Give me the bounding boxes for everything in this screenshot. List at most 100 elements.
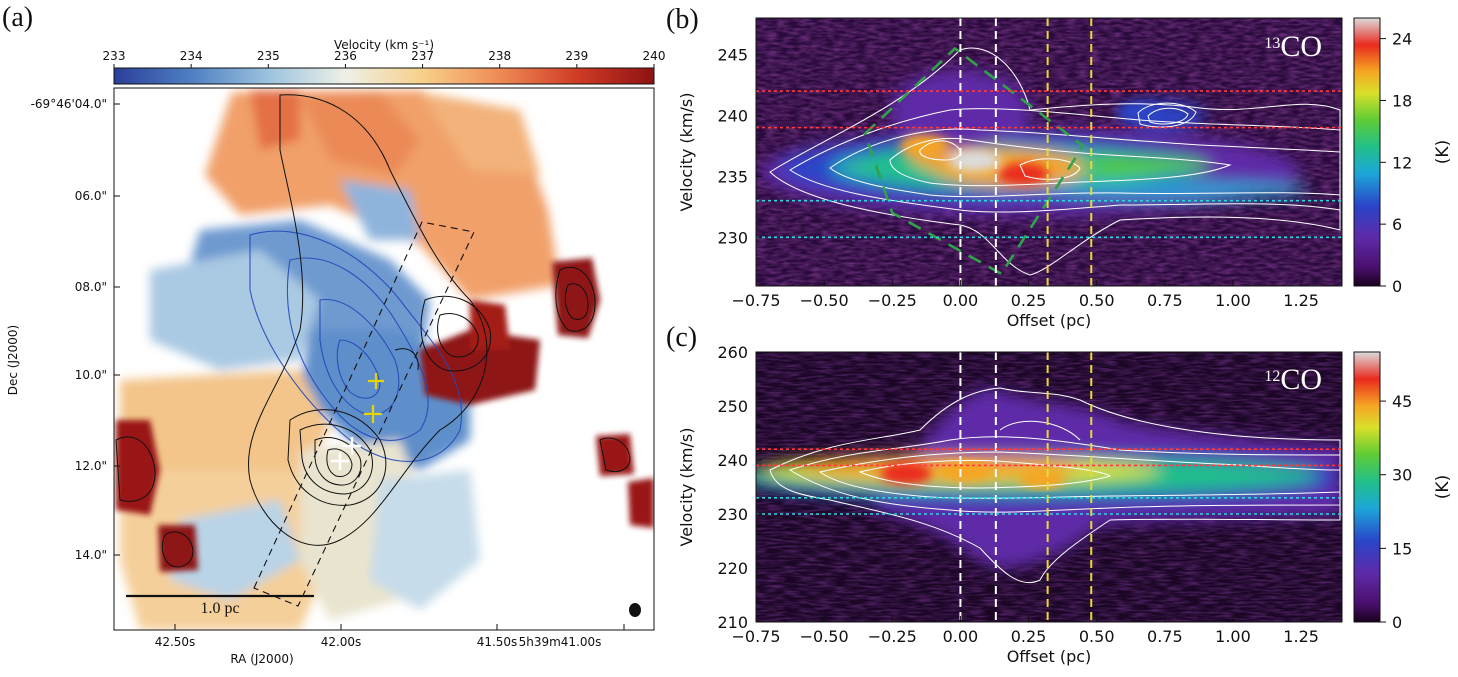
emission-peak (948, 149, 1001, 172)
colorbar-tick-label: 0 (1392, 277, 1402, 296)
beam-ellipse (629, 603, 641, 617)
y-tick-label: 250 (717, 397, 748, 416)
x-axis-label: Offset (pc) (1007, 647, 1092, 666)
y-tick-label: 210 (717, 613, 748, 632)
panel-c-pv-diagram (756, 352, 1342, 622)
y-tick-label: 14.0" (75, 548, 107, 562)
white-cross-marker (343, 437, 361, 455)
x-tick-label: −0.25 (868, 627, 917, 646)
x-axis-label: Offset (pc) (1007, 311, 1092, 330)
y-tick-label: 230 (717, 505, 748, 524)
panel-a-colorbar-ticks: 233 234 235 236 237 238 239 240 (103, 49, 666, 68)
colorbar-tick-label: 237 (411, 49, 434, 63)
x-tick-label: 0.25 (1011, 627, 1047, 646)
panel-c-reference-lines (756, 352, 1342, 622)
panel-b-label: (b) (666, 4, 699, 35)
x-tick-label: 0.00 (943, 627, 979, 646)
y-tick-label: 10.0" (75, 368, 107, 382)
x-tick-label: 42.50s (155, 635, 196, 649)
x-tick-label: 1.25 (1283, 627, 1319, 646)
colorbar-tick-label: 12 (1392, 153, 1412, 172)
white-cross-marker (331, 452, 349, 470)
y-axis-label: Velocity (km/s) (677, 428, 696, 547)
y-tick-label: 230 (717, 228, 748, 247)
panel-a-xlabel: RA (J2000) (230, 652, 293, 666)
y-tick-label: 235 (717, 167, 748, 186)
colorbar-tick-label: 236 (334, 49, 357, 63)
colorbar-tick-label: 24 (1392, 30, 1412, 49)
colorbar-tick-label: 234 (180, 49, 203, 63)
panel-c-axes: −0.75 −0.50 −0.25 0.00 0.25 0.50 0.75 1.00 1.25 2… (677, 343, 1319, 666)
y-tick-label: 240 (717, 451, 748, 470)
x-tick-label: −0.25 (868, 291, 917, 310)
panel-a-velocity-map (114, 88, 654, 630)
colorbar-tick-label: 15 (1392, 539, 1412, 558)
panel-b-axes: −0.75 −0.50 −0.25 0.00 0.25 0.50 0.75 1.00 1.25 2… (677, 46, 1319, 330)
panel-c-label: (c) (666, 322, 697, 353)
y-axis-label: Velocity (km/s) (677, 93, 696, 212)
colorbar-tick-label: 238 (488, 49, 511, 63)
panel-a-colorbar (113, 67, 655, 85)
panel-c-colorbar (1353, 351, 1381, 623)
panel-c-colorbar-ticks: 0 15 30 45 (1380, 392, 1412, 632)
emission-peak (880, 462, 932, 485)
y-tick-label: -69°46'04.0" (31, 97, 107, 111)
emission-peak (997, 163, 1049, 185)
colorbar-tick-label: 18 (1392, 91, 1412, 110)
colorbar-tick-label: 235 (257, 49, 280, 63)
panel-b-species-label: 13CO (1264, 30, 1322, 63)
y-tick-label: 260 (717, 343, 748, 362)
colorbar-tick-label: 30 (1392, 466, 1412, 485)
panel-c-colorbar-unit: (K) (1433, 475, 1453, 499)
panel-a-frame (113, 87, 655, 631)
x-tick-label: 1.00 (1215, 627, 1251, 646)
y-tick-label: 06.0" (75, 189, 107, 203)
panel-b-pv-diagram (756, 18, 1342, 286)
y-tick-label: 245 (717, 46, 748, 65)
panel-b: (b) (666, 4, 1453, 330)
x-tick-label: 0.50 (1079, 291, 1115, 310)
x-tick-label: −0.75 (731, 627, 780, 646)
x-tick-label: 42.00s (321, 635, 362, 649)
panel-a-slit-outline (253, 221, 475, 607)
emission-peak (1018, 468, 1066, 490)
x-tick-label: −0.50 (800, 627, 849, 646)
panel-a-colorbar-title: Velocity (km s⁻¹) (334, 38, 434, 52)
panel-a-markers (331, 373, 384, 470)
x-tick-label: 0.00 (943, 291, 979, 310)
y-tick-label: 240 (717, 106, 748, 125)
x-tick-label: −0.75 (731, 291, 780, 310)
panel-a-label: (a) (2, 2, 33, 33)
panel-b-frame (755, 17, 1343, 287)
yellow-cross-marker (364, 405, 382, 423)
colorbar-tick-label: 45 (1392, 392, 1412, 411)
yellow-cross-marker (368, 373, 384, 389)
x-tick-label: −0.50 (800, 291, 849, 310)
panel-b-reference-lines (756, 18, 1342, 286)
x-tick-label: 0.25 (1011, 291, 1047, 310)
panel-c: (c) 12CO −0.75 −0.50 −0.25 0.00 0.2 (666, 322, 1453, 666)
panel-b-colorbar-ticks: 0 6 12 18 24 (1380, 30, 1412, 296)
panel-a-ylabel: Dec (J2000) (6, 325, 20, 395)
emission-peak (941, 460, 991, 482)
panel-a-scalebar-label: 1.0 pc (200, 600, 239, 617)
x-tick-label: 0.50 (1079, 627, 1115, 646)
colorbar-tick-label: 6 (1392, 215, 1402, 234)
x-tick-label: 0.75 (1147, 627, 1183, 646)
x-tick-label: 0.75 (1147, 291, 1183, 310)
colorbar-tick-label: 239 (565, 49, 588, 63)
x-tick-label: 1.00 (1215, 291, 1251, 310)
panel-c-species-label: 12CO (1264, 363, 1322, 396)
y-tick-label: 08.0" (75, 280, 107, 294)
panel-b-colorbar-unit: (K) (1433, 140, 1453, 164)
x-tick-label: 5h39m41.00s (519, 635, 602, 649)
colorbar-tick-label: 0 (1392, 613, 1402, 632)
y-tick-label: 220 (717, 559, 748, 578)
x-tick-label: 41.50s (477, 635, 518, 649)
panel-a: (a) Velocity (km s⁻¹) 233 234 235 236 237 238… (2, 2, 665, 666)
panel-b-colorbar (1353, 17, 1381, 287)
colorbar-tick-label: 240 (643, 49, 666, 63)
colorbar-tick-label: 233 (103, 49, 126, 63)
panel-a-axes: 42.50s 42.00s 41.50s 5h39m41.00s -69°46'04.0… (31, 97, 625, 649)
